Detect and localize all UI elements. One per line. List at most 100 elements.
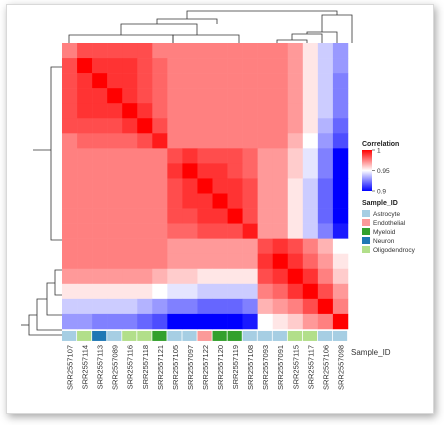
heatmap-cell <box>152 133 168 149</box>
heatmap-cell <box>317 88 334 104</box>
column-label: SRR2557121 <box>156 345 165 390</box>
heatmap-cell <box>302 253 319 270</box>
annotation-cell <box>317 330 333 341</box>
heatmap-cell <box>122 148 138 164</box>
heatmap-cell <box>62 58 78 74</box>
heatmap-cell <box>167 298 183 315</box>
annotation-cell <box>137 330 152 341</box>
heatmap-cell <box>317 163 334 179</box>
heatmap-cell <box>197 298 213 315</box>
heatmap-cell <box>62 193 78 209</box>
heatmap-cell <box>317 73 334 89</box>
heatmap-cell <box>212 133 228 149</box>
heatmap-cell <box>92 88 108 104</box>
annotation-cell <box>227 330 242 341</box>
heatmap-cell <box>242 103 258 119</box>
heatmap-cell <box>287 178 304 194</box>
heatmap-cell <box>317 253 334 270</box>
heatmap-cell <box>317 283 334 300</box>
heatmap-cell <box>167 118 183 134</box>
heatmap-cell <box>287 43 304 59</box>
dendrogram-branch <box>50 66 62 241</box>
heatmap-cell <box>317 268 334 285</box>
heatmap-cell <box>242 193 258 209</box>
heatmap-cell <box>92 193 108 209</box>
heatmap-cell <box>92 238 108 254</box>
heatmap-cell <box>272 268 289 285</box>
heatmap-cell <box>257 148 273 164</box>
heatmap-cell <box>92 43 108 59</box>
heatmap-cell <box>227 283 243 300</box>
heatmap-cell <box>287 253 304 270</box>
heatmap-cell <box>272 103 289 119</box>
heatmap-cell <box>182 313 198 330</box>
annotation-bar <box>62 330 348 341</box>
heatmap-cell <box>137 208 153 224</box>
heatmap-cell <box>332 43 349 59</box>
heatmap-cell <box>197 193 213 209</box>
heatmap-cell <box>257 103 273 119</box>
heatmap-cell <box>152 223 168 239</box>
column-label: SRR2557107 <box>66 345 75 390</box>
legend-title: Sample_ID <box>362 200 398 207</box>
heatmap-cell <box>107 58 123 74</box>
heatmap-cell <box>332 118 349 134</box>
heatmap-cell <box>92 163 108 179</box>
column-label: SRR2557093 <box>261 345 270 390</box>
heatmap-cell <box>92 178 108 194</box>
heatmap-cell <box>122 313 138 330</box>
heatmap-cell <box>182 223 198 239</box>
legend-label: Oligodendrocy <box>373 247 416 254</box>
heatmap-cell <box>212 43 228 59</box>
heatmap-cell <box>242 118 258 134</box>
annotation-cell <box>287 330 302 341</box>
heatmap-cell <box>107 268 123 285</box>
heatmap-cell <box>317 148 334 164</box>
heatmap-cell <box>242 88 258 104</box>
heatmap-cell <box>77 88 93 104</box>
heatmap-cell <box>122 73 138 89</box>
heatmap-cell <box>167 283 183 300</box>
annotation-cell <box>92 330 107 341</box>
heatmap-cell <box>227 208 243 224</box>
heatmap-cell <box>167 133 183 149</box>
heatmap-cell <box>227 58 243 74</box>
heatmap-cell <box>167 253 183 270</box>
colorbar-tick-label: 0.95 <box>377 168 390 175</box>
annotation-bar-label: Sample_ID <box>351 348 391 357</box>
heatmap-cell <box>332 163 349 179</box>
heatmap-cell <box>152 43 168 59</box>
heatmap-cell <box>287 268 304 285</box>
heatmap-cell <box>212 283 228 300</box>
heatmap-cell <box>167 223 183 239</box>
heatmap-cell <box>302 298 319 315</box>
heatmap-cell <box>227 223 243 239</box>
heatmap-cell <box>167 103 183 119</box>
dendrogram-branch <box>120 23 198 35</box>
heatmap-cell <box>77 298 93 315</box>
heatmap-cell <box>167 193 183 209</box>
heatmap-cell <box>287 298 304 315</box>
legend-swatch <box>362 246 370 253</box>
heatmap-cell <box>152 313 168 330</box>
heatmap-cell <box>227 178 243 194</box>
figure-frame: Sample_ID SRR2557107 SRR2557114 SRR2557113… <box>6 4 434 414</box>
heatmap-cell <box>212 118 228 134</box>
heatmap-cell <box>212 58 228 74</box>
heatmap-cell <box>272 223 289 239</box>
heatmap-cell <box>62 103 78 119</box>
heatmap-cell <box>152 73 168 89</box>
legend-swatch <box>362 219 370 226</box>
annotation-cell <box>212 330 227 341</box>
heatmap-cell <box>332 73 349 89</box>
colorbar-tick-label: 0.9 <box>377 189 386 196</box>
heatmap-cell <box>302 208 319 224</box>
annotation-cell <box>257 330 272 341</box>
heatmap-cell <box>137 118 153 134</box>
heatmap-cell <box>107 223 123 239</box>
heatmap-cell <box>182 163 198 179</box>
annotation-cell <box>152 330 167 341</box>
heatmap-cell <box>242 253 258 270</box>
heatmap-cell <box>107 178 123 194</box>
column-dendrogram <box>68 10 353 43</box>
